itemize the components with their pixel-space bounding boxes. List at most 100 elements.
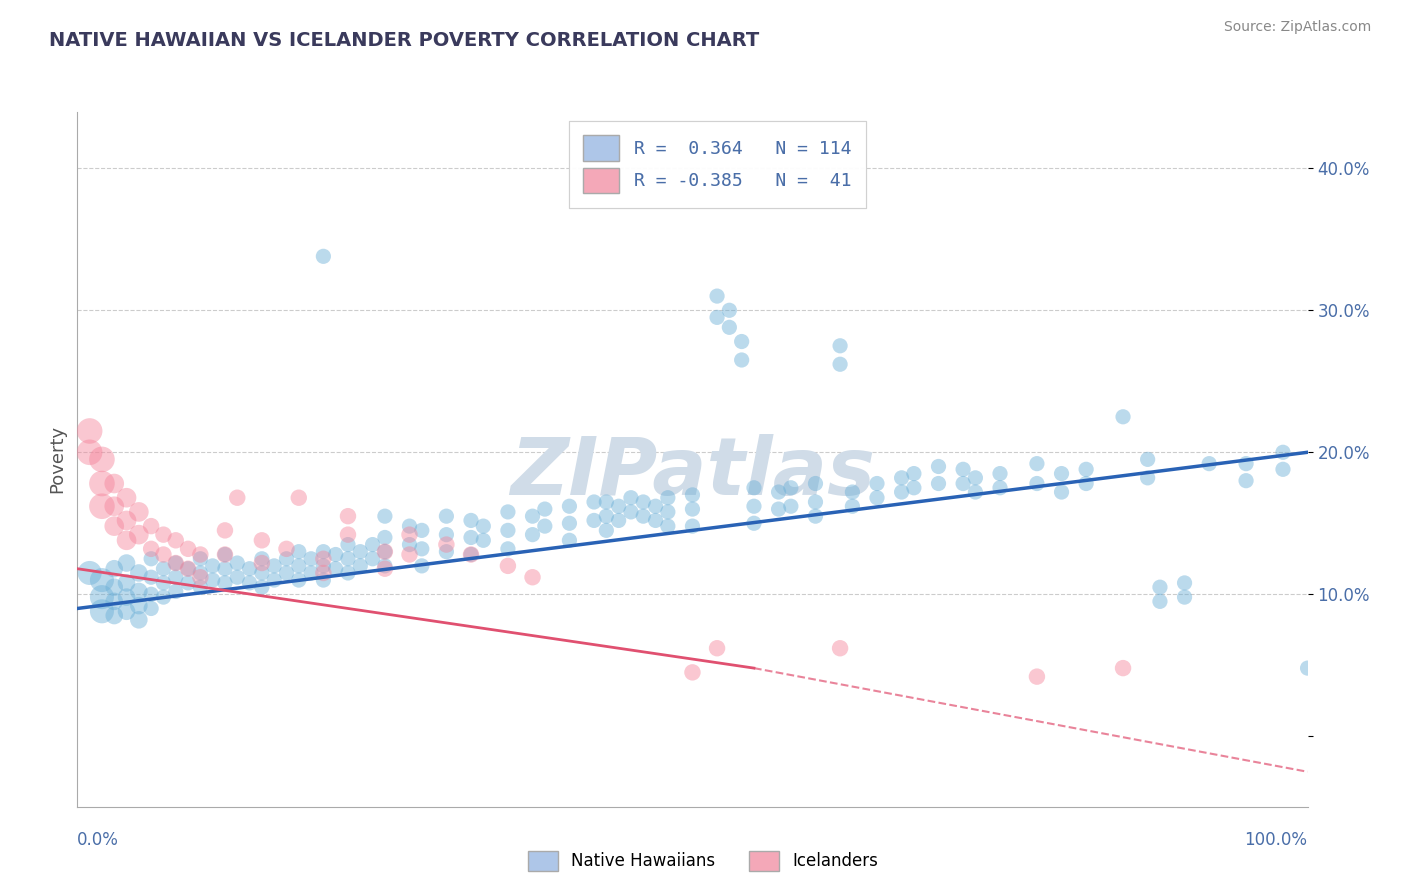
Point xyxy=(731,353,754,368)
Y-axis label: Poverty: Poverty xyxy=(48,425,66,493)
Point xyxy=(239,575,262,590)
Point xyxy=(128,527,150,541)
Point xyxy=(890,471,912,485)
Point xyxy=(128,599,150,613)
Point xyxy=(103,594,125,608)
Point xyxy=(928,459,950,474)
Point xyxy=(682,665,704,680)
Point xyxy=(768,502,790,516)
Point xyxy=(312,249,335,263)
Point xyxy=(718,303,741,318)
Point xyxy=(742,481,765,495)
Point xyxy=(830,641,852,656)
Point xyxy=(250,533,273,548)
Point xyxy=(214,524,236,538)
Point xyxy=(595,509,617,524)
Point xyxy=(988,467,1011,481)
Point xyxy=(903,481,925,495)
Point xyxy=(141,587,163,601)
Point xyxy=(115,533,138,548)
Point xyxy=(374,544,396,558)
Point xyxy=(337,551,360,566)
Point xyxy=(90,500,114,514)
Point xyxy=(1076,476,1098,491)
Point xyxy=(337,509,360,524)
Point xyxy=(558,500,581,514)
Point xyxy=(595,524,617,538)
Point xyxy=(558,516,581,531)
Point xyxy=(866,476,889,491)
Point xyxy=(226,556,249,570)
Point xyxy=(398,548,420,562)
Point xyxy=(115,590,138,604)
Point xyxy=(90,573,114,587)
Point xyxy=(903,467,925,481)
Text: 0.0%: 0.0% xyxy=(77,831,120,849)
Point xyxy=(595,495,617,509)
Text: NATIVE HAWAIIAN VS ICELANDER POVERTY CORRELATION CHART: NATIVE HAWAIIAN VS ICELANDER POVERTY COR… xyxy=(49,31,759,50)
Point xyxy=(374,531,396,545)
Point xyxy=(128,505,150,519)
Point xyxy=(1149,594,1171,608)
Point xyxy=(706,289,728,303)
Point xyxy=(398,538,420,552)
Point xyxy=(620,505,643,519)
Point xyxy=(1076,462,1098,476)
Point xyxy=(250,556,273,570)
Point xyxy=(115,556,138,570)
Point xyxy=(952,462,974,476)
Point xyxy=(522,509,544,524)
Point xyxy=(299,551,322,566)
Point xyxy=(263,558,285,573)
Point xyxy=(250,580,273,594)
Point xyxy=(214,548,236,562)
Point xyxy=(103,476,125,491)
Point xyxy=(177,562,200,576)
Point xyxy=(152,590,174,604)
Point xyxy=(1272,445,1295,459)
Point xyxy=(657,491,679,505)
Point xyxy=(103,580,125,594)
Point xyxy=(141,519,163,533)
Point xyxy=(534,519,557,533)
Point xyxy=(682,519,704,533)
Point xyxy=(312,573,335,587)
Point xyxy=(165,533,187,548)
Point xyxy=(633,509,655,524)
Point xyxy=(141,541,163,556)
Point xyxy=(103,562,125,576)
Point xyxy=(361,538,384,552)
Point xyxy=(79,566,101,580)
Point xyxy=(411,541,433,556)
Point xyxy=(288,558,311,573)
Point xyxy=(472,533,495,548)
Point xyxy=(152,548,174,562)
Point xyxy=(188,551,212,566)
Point xyxy=(90,452,114,467)
Text: Source: ZipAtlas.com: Source: ZipAtlas.com xyxy=(1223,20,1371,34)
Point xyxy=(398,519,420,533)
Point xyxy=(460,531,482,545)
Point xyxy=(988,481,1011,495)
Point xyxy=(768,485,790,500)
Point xyxy=(188,548,212,562)
Point xyxy=(325,548,347,562)
Point xyxy=(436,509,458,524)
Point xyxy=(742,500,765,514)
Point xyxy=(90,476,114,491)
Point xyxy=(1136,471,1159,485)
Point xyxy=(607,500,630,514)
Point xyxy=(496,558,519,573)
Point xyxy=(718,320,741,334)
Point xyxy=(349,544,371,558)
Point xyxy=(361,551,384,566)
Point xyxy=(165,570,187,584)
Point xyxy=(288,544,311,558)
Point xyxy=(299,566,322,580)
Point xyxy=(188,580,212,594)
Point xyxy=(152,575,174,590)
Point xyxy=(472,519,495,533)
Point xyxy=(201,573,224,587)
Point xyxy=(312,566,335,580)
Point xyxy=(141,551,163,566)
